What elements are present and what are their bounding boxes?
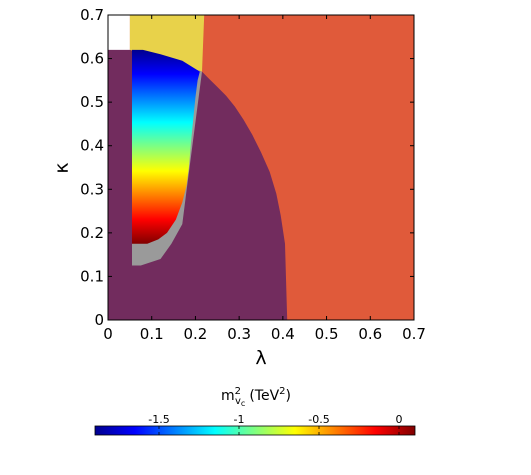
- heat-region: [132, 49, 200, 244]
- y-axis-ticks: 0 0.1 0.2 0.3 0.4 0.5 0.6 0.7: [80, 6, 414, 329]
- x-tick-label: 0.3: [227, 325, 251, 343]
- x-tick-label: 0.2: [183, 325, 207, 343]
- y-tick-label: 0.6: [80, 50, 104, 68]
- y-tick-label: 0: [94, 311, 104, 329]
- y-tick-label: 0.1: [80, 267, 104, 285]
- colorbar-tick-label: 0: [396, 413, 403, 426]
- colorbar-ticks: -1.5 -1 -0.5 0: [148, 413, 403, 435]
- colorbar-tick-label: -1: [234, 413, 245, 426]
- x-axis-label: λ: [255, 347, 266, 369]
- x-tick-label: 0.7: [402, 325, 426, 343]
- colorbar-tick-label: -0.5: [308, 413, 329, 426]
- x-tick-label: 0.5: [315, 325, 339, 343]
- x-tick-label: 0.6: [358, 325, 382, 343]
- y-tick-label: 0.2: [80, 224, 104, 242]
- y-axis-label: κ: [51, 162, 73, 173]
- x-tick-label: 0: [103, 325, 113, 343]
- y-tick-label: 0.5: [80, 93, 104, 111]
- region-1: [129, 15, 205, 72]
- y-tick-label: 0.3: [80, 180, 104, 198]
- plot-frame: [107, 14, 415, 321]
- y-tick-label: 0.7: [80, 6, 104, 24]
- x-tick-label: 0.4: [271, 325, 295, 343]
- x-tick-label: 0.1: [140, 325, 164, 343]
- y-tick-label: 0.4: [80, 137, 104, 155]
- colorbar: [94, 425, 416, 436]
- colorbar-label: m2 vc (TeV2): [221, 386, 291, 408]
- plot-area: [108, 15, 414, 320]
- x-axis-ticks: 0 0.1 0.2 0.3 0.4 0.5 0.6 0.7: [103, 15, 426, 343]
- colorbar-tick-label: -1.5: [148, 413, 169, 426]
